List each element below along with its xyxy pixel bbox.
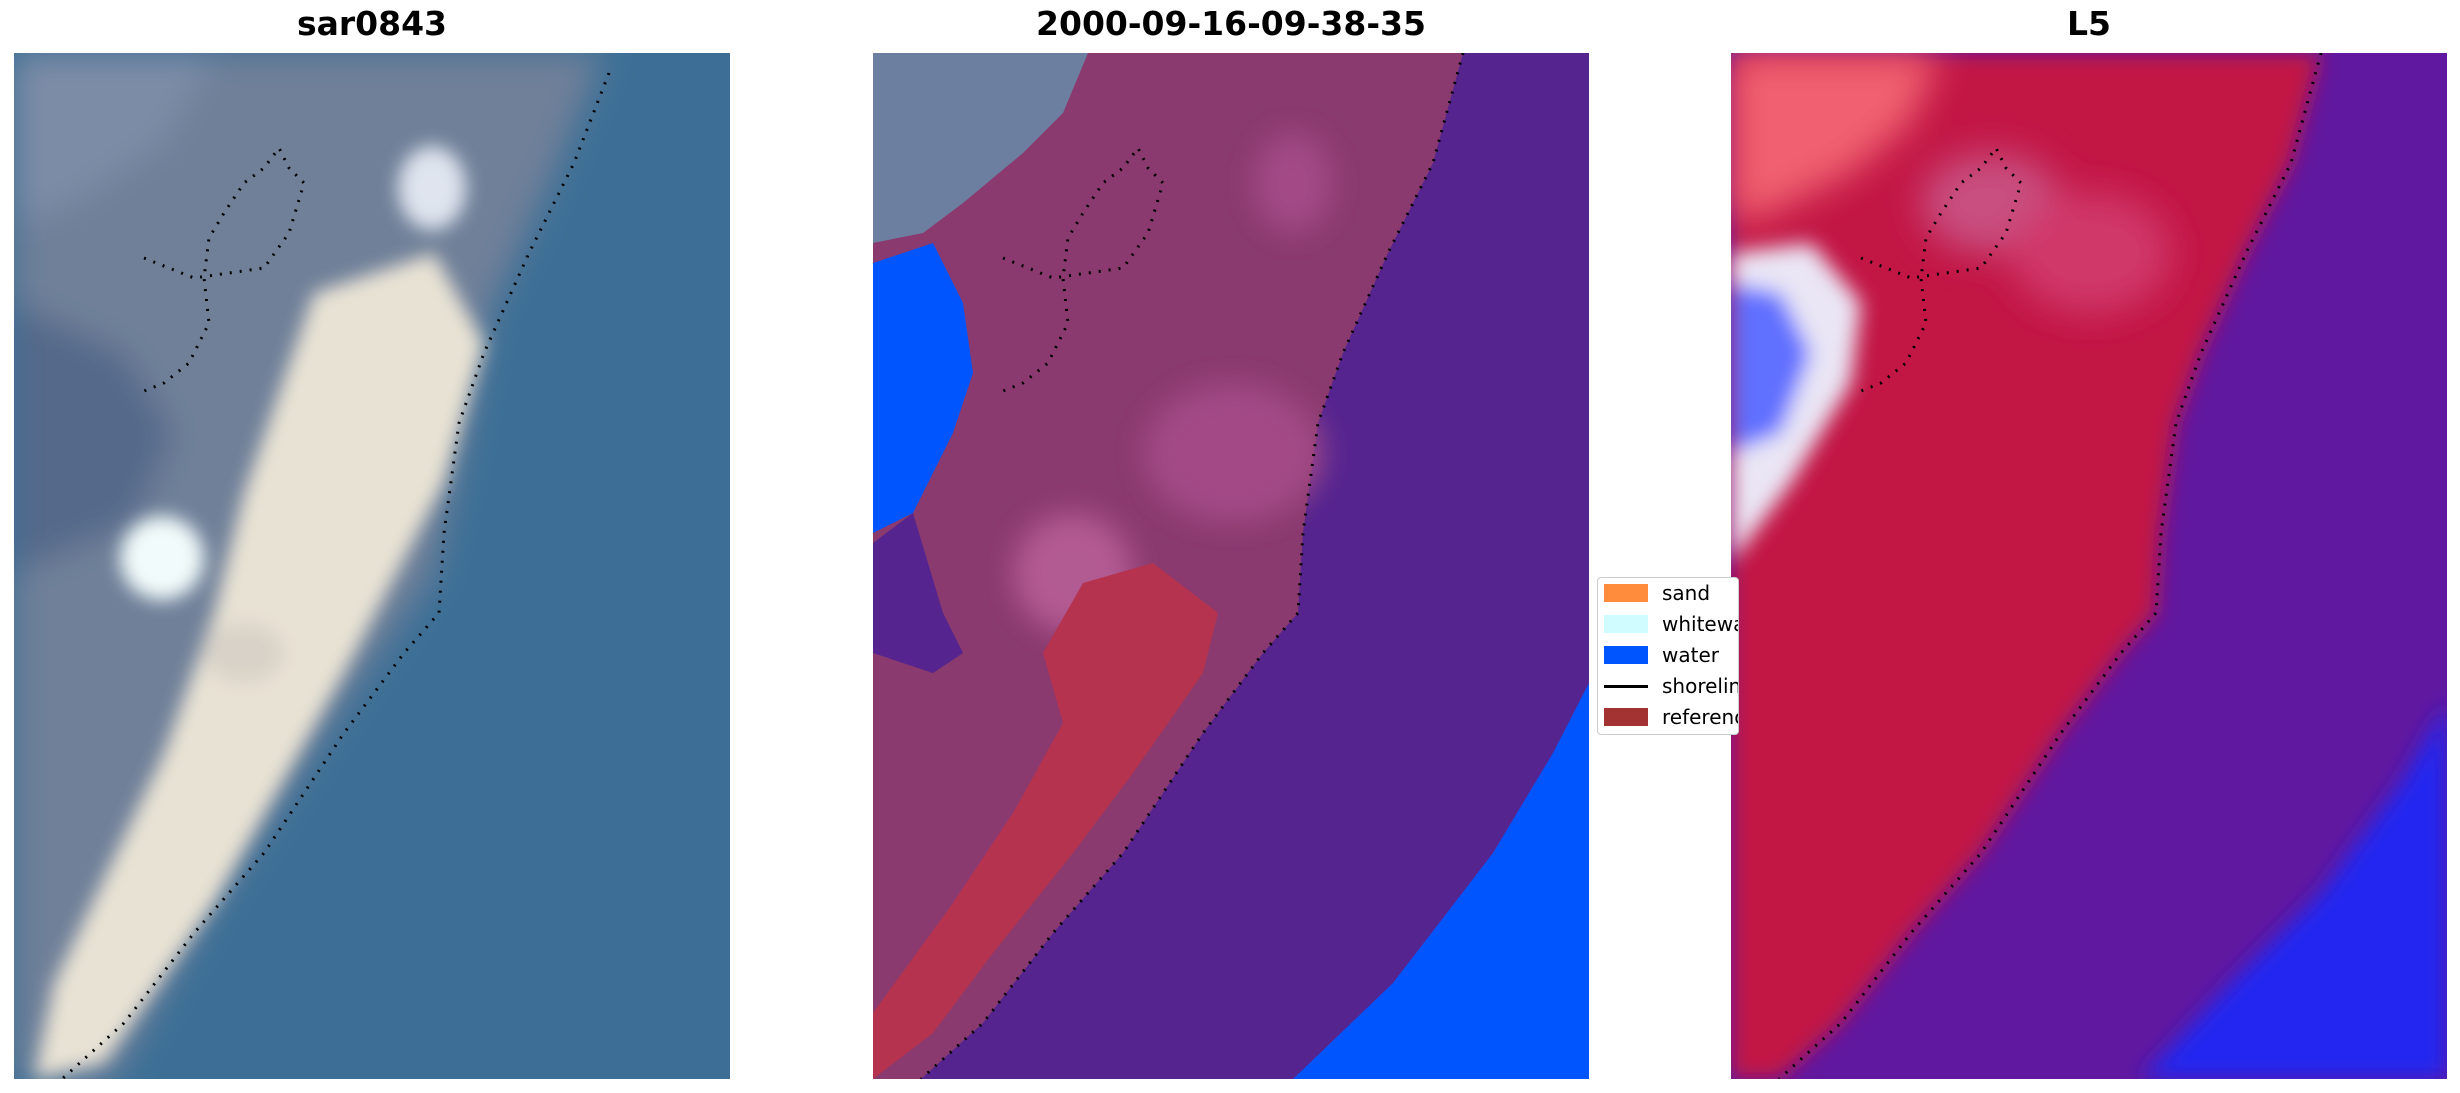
legend-item-sand: sand (1604, 578, 1738, 608)
blue-index-area-sea (2141, 703, 2447, 1079)
legend-swatch-whitewater (1604, 615, 1648, 633)
land-index-area (1731, 53, 2321, 1079)
rgb-image-panel (14, 53, 730, 1079)
reference-contour (1855, 145, 2023, 395)
panel-title-index: L5 (2067, 4, 2111, 43)
legend-item-shoreline: shoreline (1604, 671, 1738, 701)
legend-item-water: water (1604, 640, 1738, 670)
legend-label-water: water (1662, 643, 1719, 667)
legend-swatch-water (1604, 646, 1648, 664)
legend-swatch-reference (1604, 708, 1648, 726)
legend-swatch-sand (1604, 584, 1648, 602)
legend: sand whitewater water shoreline referenc… (1597, 577, 1739, 735)
reference-contour (997, 145, 1165, 395)
panel-title-rgb: sar0843 (296, 4, 448, 43)
land-index-texture (1731, 53, 2171, 313)
legend-label-whitewater: whitewater (1662, 612, 1738, 636)
index-image-panel (1731, 53, 2447, 1079)
blue-index-area-land (1731, 283, 1811, 453)
legend-item-whitewater: whitewater (1604, 609, 1738, 639)
reference-contour (138, 145, 306, 395)
legend-item-reference: reference (1604, 702, 1738, 732)
panel-title-classification: 2000-09-16-09-38-35 (1036, 4, 1426, 43)
legend-label-sand: sand (1662, 581, 1711, 605)
beach-area (34, 146, 484, 1079)
reference-class-area (873, 563, 1218, 1079)
legend-label-reference: reference (1662, 705, 1738, 729)
water-class-area-land (873, 243, 973, 533)
sea-class-patch (873, 513, 963, 673)
whitewater-class-area (873, 53, 1088, 243)
water-class-area-sea (1293, 683, 1589, 1079)
classification-panel (873, 53, 1589, 1079)
legend-label-shoreline: shoreline (1662, 674, 1738, 698)
legend-line-shoreline (1604, 684, 1648, 688)
